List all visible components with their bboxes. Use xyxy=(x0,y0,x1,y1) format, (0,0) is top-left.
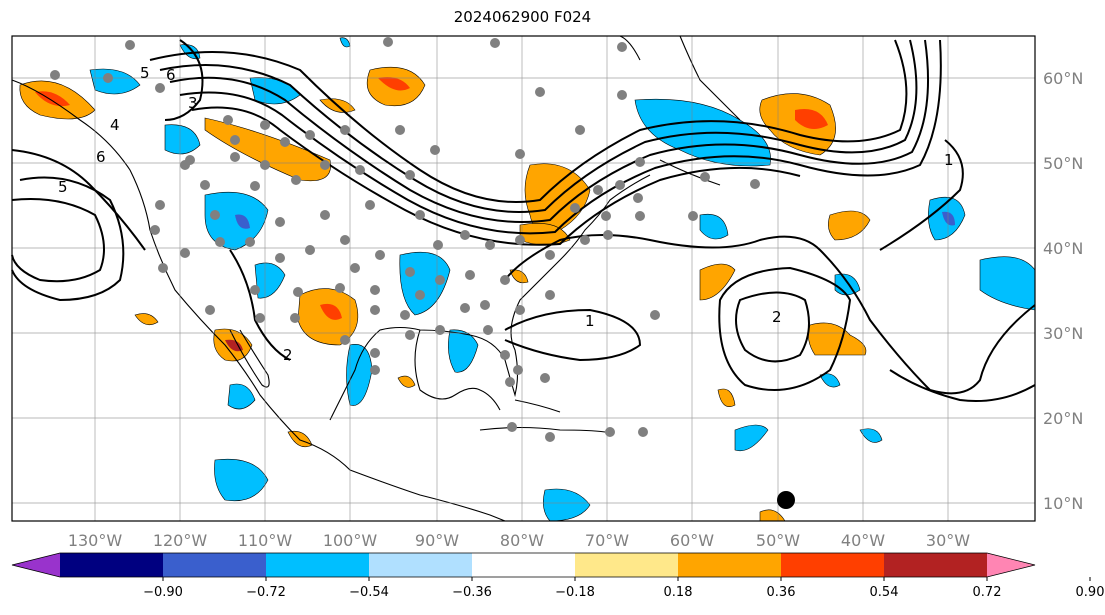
contour-label: 2 xyxy=(283,346,293,364)
lon-label: 120°W xyxy=(153,531,208,550)
contour-label: 6 xyxy=(96,148,106,166)
lat-label: 20°N xyxy=(1043,409,1083,428)
colorbar-segment xyxy=(575,553,679,577)
colorbar-tick-label: 0.36 xyxy=(767,585,796,600)
colorbar: −0.90 −0.72 −0.54 −0.36 −0.18 0.18 0.36 0.54 0.7… xyxy=(11,552,1105,600)
lon-label: 100°W xyxy=(323,531,378,550)
lon-label: 80°W xyxy=(500,531,544,550)
contour-label: 3 xyxy=(188,94,198,112)
lat-label: 50°N xyxy=(1043,154,1083,173)
lon-label: 90°W xyxy=(415,531,459,550)
contour-label: 6 xyxy=(166,66,176,84)
colorbar-extend-low xyxy=(12,553,60,577)
colorbar-tick-label: 0.90 xyxy=(1076,585,1105,600)
contour-label: 5 xyxy=(140,64,150,82)
contour-label: 2 xyxy=(772,308,782,326)
lat-label: 60°N xyxy=(1043,69,1083,88)
contour-label: 5 xyxy=(58,178,68,196)
colorbar-tick-label: 0.18 xyxy=(664,585,693,600)
lon-label: 60°W xyxy=(670,531,714,550)
lon-label: 50°W xyxy=(756,531,800,550)
colorbar-tick-label: −0.72 xyxy=(246,585,286,600)
colorbar-segment xyxy=(369,553,473,577)
colorbar-segment xyxy=(781,553,885,577)
lon-label: 110°W xyxy=(238,531,293,550)
lon-label: 30°W xyxy=(926,531,970,550)
position-marker xyxy=(777,491,795,509)
station-markers xyxy=(50,37,760,442)
colorbar-outline xyxy=(11,552,1036,578)
map-frame xyxy=(11,35,1036,522)
colorbar-segment xyxy=(472,553,576,577)
lon-label: 70°W xyxy=(585,531,629,550)
map-title: 2024062900 F024 xyxy=(453,8,592,26)
colorbar-tick-label: 0.54 xyxy=(870,585,899,600)
lat-label: 30°N xyxy=(1043,324,1083,343)
contour-label-group: 5 6 3 4 6 5 1 1 2 2 xyxy=(58,64,954,364)
lat-label: 40°N xyxy=(1043,239,1083,258)
contour-label: 4 xyxy=(110,116,120,134)
colorbar-tick-label: −0.90 xyxy=(143,585,183,600)
colorbar-segment xyxy=(678,553,782,577)
colorbar-segment xyxy=(884,553,988,577)
lon-label: 130°W xyxy=(68,531,123,550)
contour-lines xyxy=(11,39,1036,402)
lon-label: 40°W xyxy=(841,531,885,550)
negative-anomaly-patches xyxy=(89,37,1036,522)
contour-label: 1 xyxy=(585,312,595,330)
colorbar-tick-label: −0.54 xyxy=(349,585,389,600)
colorbar-segment xyxy=(266,553,370,577)
colorbar-tick-label: −0.36 xyxy=(452,585,492,600)
colorbar-extend-high xyxy=(987,553,1035,577)
colorbar-segment xyxy=(163,553,267,577)
colorbar-tick-label: 0.72 xyxy=(973,585,1002,600)
coastlines xyxy=(11,35,741,522)
colorbar-segment xyxy=(60,553,164,577)
contour-label: 1 xyxy=(944,151,954,169)
colorbar-tick-label: −0.18 xyxy=(555,585,595,600)
latitude-labels: 60°N 50°N 40°N 30°N 20°N 10°N xyxy=(1043,69,1083,513)
longitude-labels: 130°W 120°W 110°W 100°W 90°W 80°W 70°W 6… xyxy=(68,531,970,550)
lat-label: 10°N xyxy=(1043,494,1083,513)
